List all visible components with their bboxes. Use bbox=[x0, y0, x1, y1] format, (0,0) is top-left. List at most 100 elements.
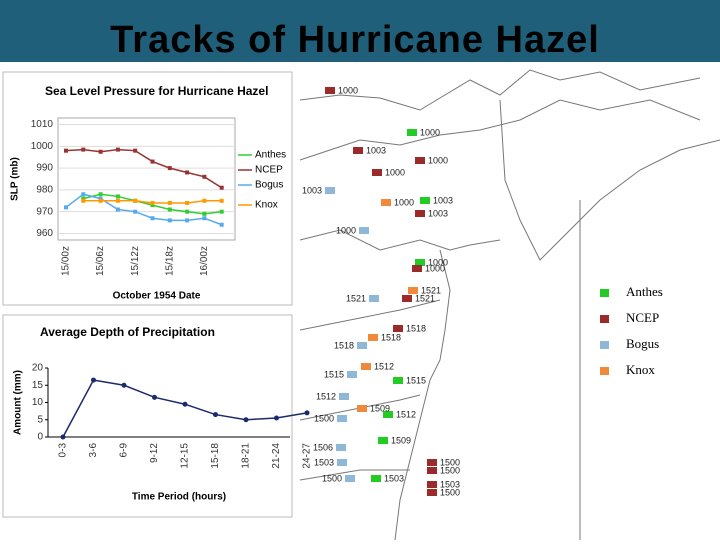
track-marker bbox=[361, 363, 371, 370]
y-tick-label: 960 bbox=[36, 228, 53, 239]
pressure-label: 1512 bbox=[316, 391, 336, 401]
point bbox=[219, 185, 224, 190]
pressure-label: 1512 bbox=[374, 361, 394, 371]
point bbox=[98, 192, 103, 197]
pressure-label: 1506 bbox=[313, 442, 333, 452]
track-marker bbox=[381, 199, 391, 206]
point bbox=[115, 147, 120, 152]
point bbox=[81, 196, 86, 201]
pressure-label: 1518 bbox=[381, 332, 401, 342]
pressure-label: 1509 bbox=[391, 435, 411, 445]
point bbox=[185, 170, 190, 175]
legend-label: Anthes bbox=[255, 150, 286, 161]
chart-panel bbox=[2, 314, 293, 518]
track-marker bbox=[420, 197, 430, 204]
pressure-label: 1000 bbox=[428, 155, 448, 165]
track-marker bbox=[371, 475, 381, 482]
pressure-label: 1521 bbox=[415, 293, 435, 303]
pressure-label: 1000 bbox=[420, 127, 440, 137]
point bbox=[243, 417, 249, 423]
point bbox=[64, 148, 68, 153]
track-marker bbox=[357, 405, 367, 412]
y-tick-label: 5 bbox=[37, 414, 43, 425]
point bbox=[115, 207, 120, 212]
pressure-label: 1509 bbox=[370, 403, 390, 413]
point bbox=[98, 198, 103, 203]
track-marker bbox=[393, 325, 403, 332]
x-tick-label: 3-6 bbox=[88, 443, 99, 458]
legend-label: Anthes bbox=[626, 284, 663, 299]
point bbox=[150, 203, 155, 208]
pressure-label: 1500 bbox=[322, 473, 342, 483]
track-marker bbox=[353, 147, 363, 154]
legend-label: Knox bbox=[626, 362, 655, 377]
track-marker bbox=[345, 475, 355, 482]
series-line bbox=[65, 193, 222, 226]
y-tick-label: 1000 bbox=[31, 141, 54, 152]
y-tick-label: 1010 bbox=[31, 119, 54, 130]
legend-label: Knox bbox=[255, 200, 278, 211]
x-tick-label: 15/00z bbox=[61, 246, 72, 276]
track-marker bbox=[427, 459, 437, 466]
pressure-label: 1521 bbox=[346, 293, 366, 303]
y-axis-label: SLP (mb) bbox=[10, 157, 21, 201]
pressure-label: 1503 bbox=[314, 457, 334, 467]
track-marker bbox=[347, 371, 357, 378]
pressure-label: 1515 bbox=[406, 375, 426, 385]
track-marker bbox=[427, 481, 437, 488]
pressure-label: 1503 bbox=[384, 473, 404, 483]
x-tick-label: 24-27 bbox=[302, 443, 313, 469]
pressure-label: 1000 bbox=[385, 167, 405, 177]
slide-title: Tracks of Hurricane Hazel bbox=[110, 19, 600, 61]
point bbox=[167, 166, 172, 171]
legend-swatch bbox=[600, 315, 609, 323]
point bbox=[182, 401, 188, 407]
legend-swatch bbox=[600, 367, 609, 375]
pressure-label: 1503 bbox=[440, 479, 460, 489]
x-tick-label: 6-9 bbox=[119, 443, 130, 458]
pressure-label: 1003 bbox=[428, 208, 448, 218]
point bbox=[133, 209, 138, 214]
x-tick-label: 12-15 bbox=[180, 443, 191, 469]
track-marker bbox=[337, 415, 347, 422]
map-lines bbox=[299, 69, 720, 541]
x-tick-label: 15/06z bbox=[95, 246, 106, 276]
point bbox=[81, 192, 86, 197]
track-marker bbox=[383, 411, 393, 418]
y-tick-label: 0 bbox=[37, 432, 43, 443]
x-axis-label: Time Period (hours) bbox=[132, 492, 226, 503]
point bbox=[202, 198, 207, 203]
legend-label: NCEP bbox=[255, 165, 283, 176]
track-marker bbox=[369, 295, 379, 302]
track-marker bbox=[427, 489, 437, 496]
track-marker bbox=[337, 459, 347, 466]
pressure-label: 1003 bbox=[302, 185, 322, 195]
pressure-label: 1515 bbox=[324, 369, 344, 379]
track-marker bbox=[336, 444, 346, 451]
point bbox=[167, 207, 172, 212]
pressure-label: 1512 bbox=[396, 409, 416, 419]
point bbox=[91, 377, 96, 383]
point bbox=[115, 194, 120, 199]
point bbox=[152, 394, 157, 400]
pressure-label: 1518 bbox=[334, 340, 354, 350]
y-tick-label: 15 bbox=[32, 380, 44, 391]
track-marker bbox=[415, 259, 425, 266]
point bbox=[150, 159, 155, 164]
point bbox=[219, 222, 224, 227]
x-axis-label: October 1954 Date bbox=[113, 291, 201, 302]
point bbox=[133, 148, 138, 153]
point bbox=[274, 415, 279, 421]
pressure-label: 1500 bbox=[314, 413, 334, 423]
chart-title: Sea Level Pressure for Hurricane Hazel bbox=[45, 84, 268, 98]
x-tick-label: 21-24 bbox=[271, 443, 282, 469]
pressure-label: 1500 bbox=[440, 457, 460, 467]
point bbox=[150, 216, 155, 221]
point bbox=[185, 218, 190, 223]
track-marker bbox=[415, 210, 425, 217]
point bbox=[202, 211, 207, 216]
pressure-label: 1003 bbox=[433, 195, 453, 205]
y-tick-label: 970 bbox=[36, 206, 53, 217]
track-marker bbox=[415, 157, 425, 164]
